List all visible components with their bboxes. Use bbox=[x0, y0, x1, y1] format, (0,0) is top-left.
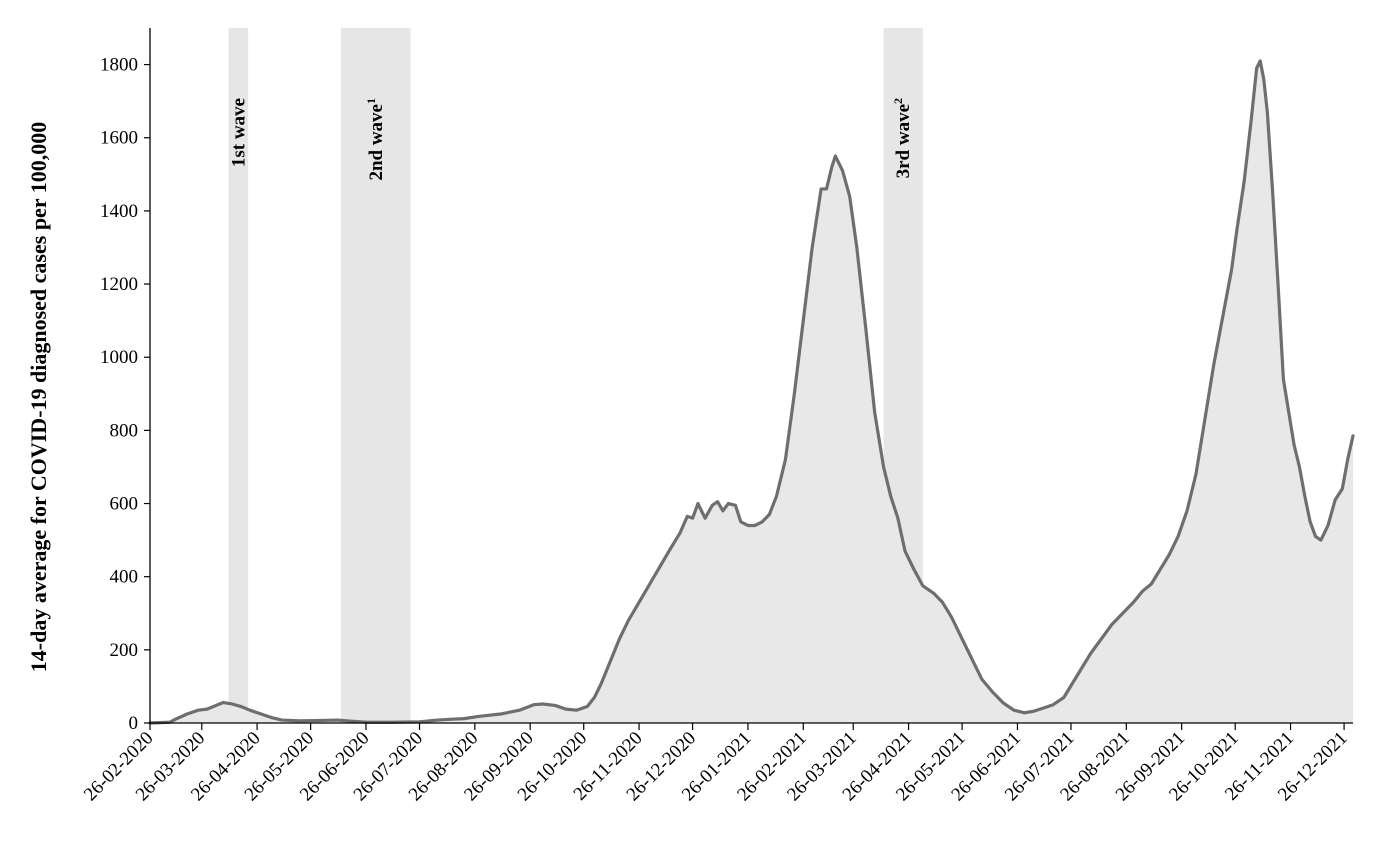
x-axis-ticks: 26-02-202026-03-202026-04-202026-05-2020… bbox=[80, 723, 1352, 805]
axes bbox=[149, 28, 1353, 724]
y-tick-label: 1800 bbox=[100, 55, 138, 76]
wave-band-1 bbox=[228, 28, 249, 723]
series-area-fill bbox=[150, 60, 1353, 724]
y-axis-label: 14-day average for COVID-19 diagnosed ca… bbox=[26, 122, 51, 672]
y-tick-label: 1200 bbox=[100, 274, 138, 295]
wave-band-label-text: 3rd wave bbox=[893, 104, 914, 178]
wave-band-label-text: 2nd wave bbox=[366, 104, 387, 181]
series-line bbox=[148, 59, 1355, 725]
wave-band-label-sup: 2 bbox=[891, 98, 905, 104]
wave-band-labels: 1st wave 2nd wave1 3rd wave2 bbox=[228, 98, 914, 181]
wave-band-label-sup: 1 bbox=[364, 98, 378, 104]
area-series bbox=[148, 59, 1355, 725]
wave-band-label-1: 1st wave bbox=[228, 98, 249, 167]
wave-band-label-2: 2nd wave1 bbox=[364, 98, 387, 181]
y-tick-label: 0 bbox=[129, 713, 139, 734]
y-axis-ticks: 0 200 400 600 800 1000 1200 1400 1600 1800 bbox=[100, 55, 150, 734]
wave-band-label-text: 1st wave bbox=[228, 98, 249, 167]
wave-band-2 bbox=[340, 28, 411, 723]
y-tick-label: 1400 bbox=[100, 201, 138, 222]
y-tick-label: 200 bbox=[110, 640, 139, 661]
y-tick-label: 400 bbox=[110, 567, 139, 588]
y-tick-label: 1600 bbox=[100, 128, 138, 149]
y-tick-label: 800 bbox=[110, 420, 139, 441]
wave-band-label-3: 3rd wave2 bbox=[891, 98, 914, 178]
y-tick-label: 600 bbox=[110, 494, 139, 515]
y-tick-label: 1000 bbox=[100, 347, 138, 368]
